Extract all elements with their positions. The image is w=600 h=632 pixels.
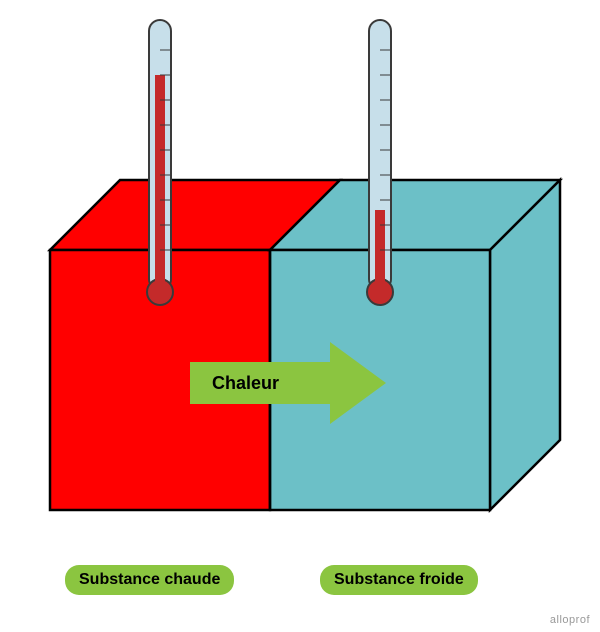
thermometer-cold — [367, 20, 393, 305]
watermark: alloprof — [550, 614, 590, 626]
diagram-stage: Chaleur Substance chaude Substance froid… — [0, 0, 600, 632]
hot-substance-label: Substance chaude — [65, 565, 234, 595]
cold-substance-label: Substance froide — [320, 565, 478, 595]
cold-cube — [270, 180, 560, 510]
heat-arrow-label: Chaleur — [212, 373, 279, 394]
thermometer-hot — [147, 20, 173, 305]
diagram-svg — [0, 0, 600, 632]
